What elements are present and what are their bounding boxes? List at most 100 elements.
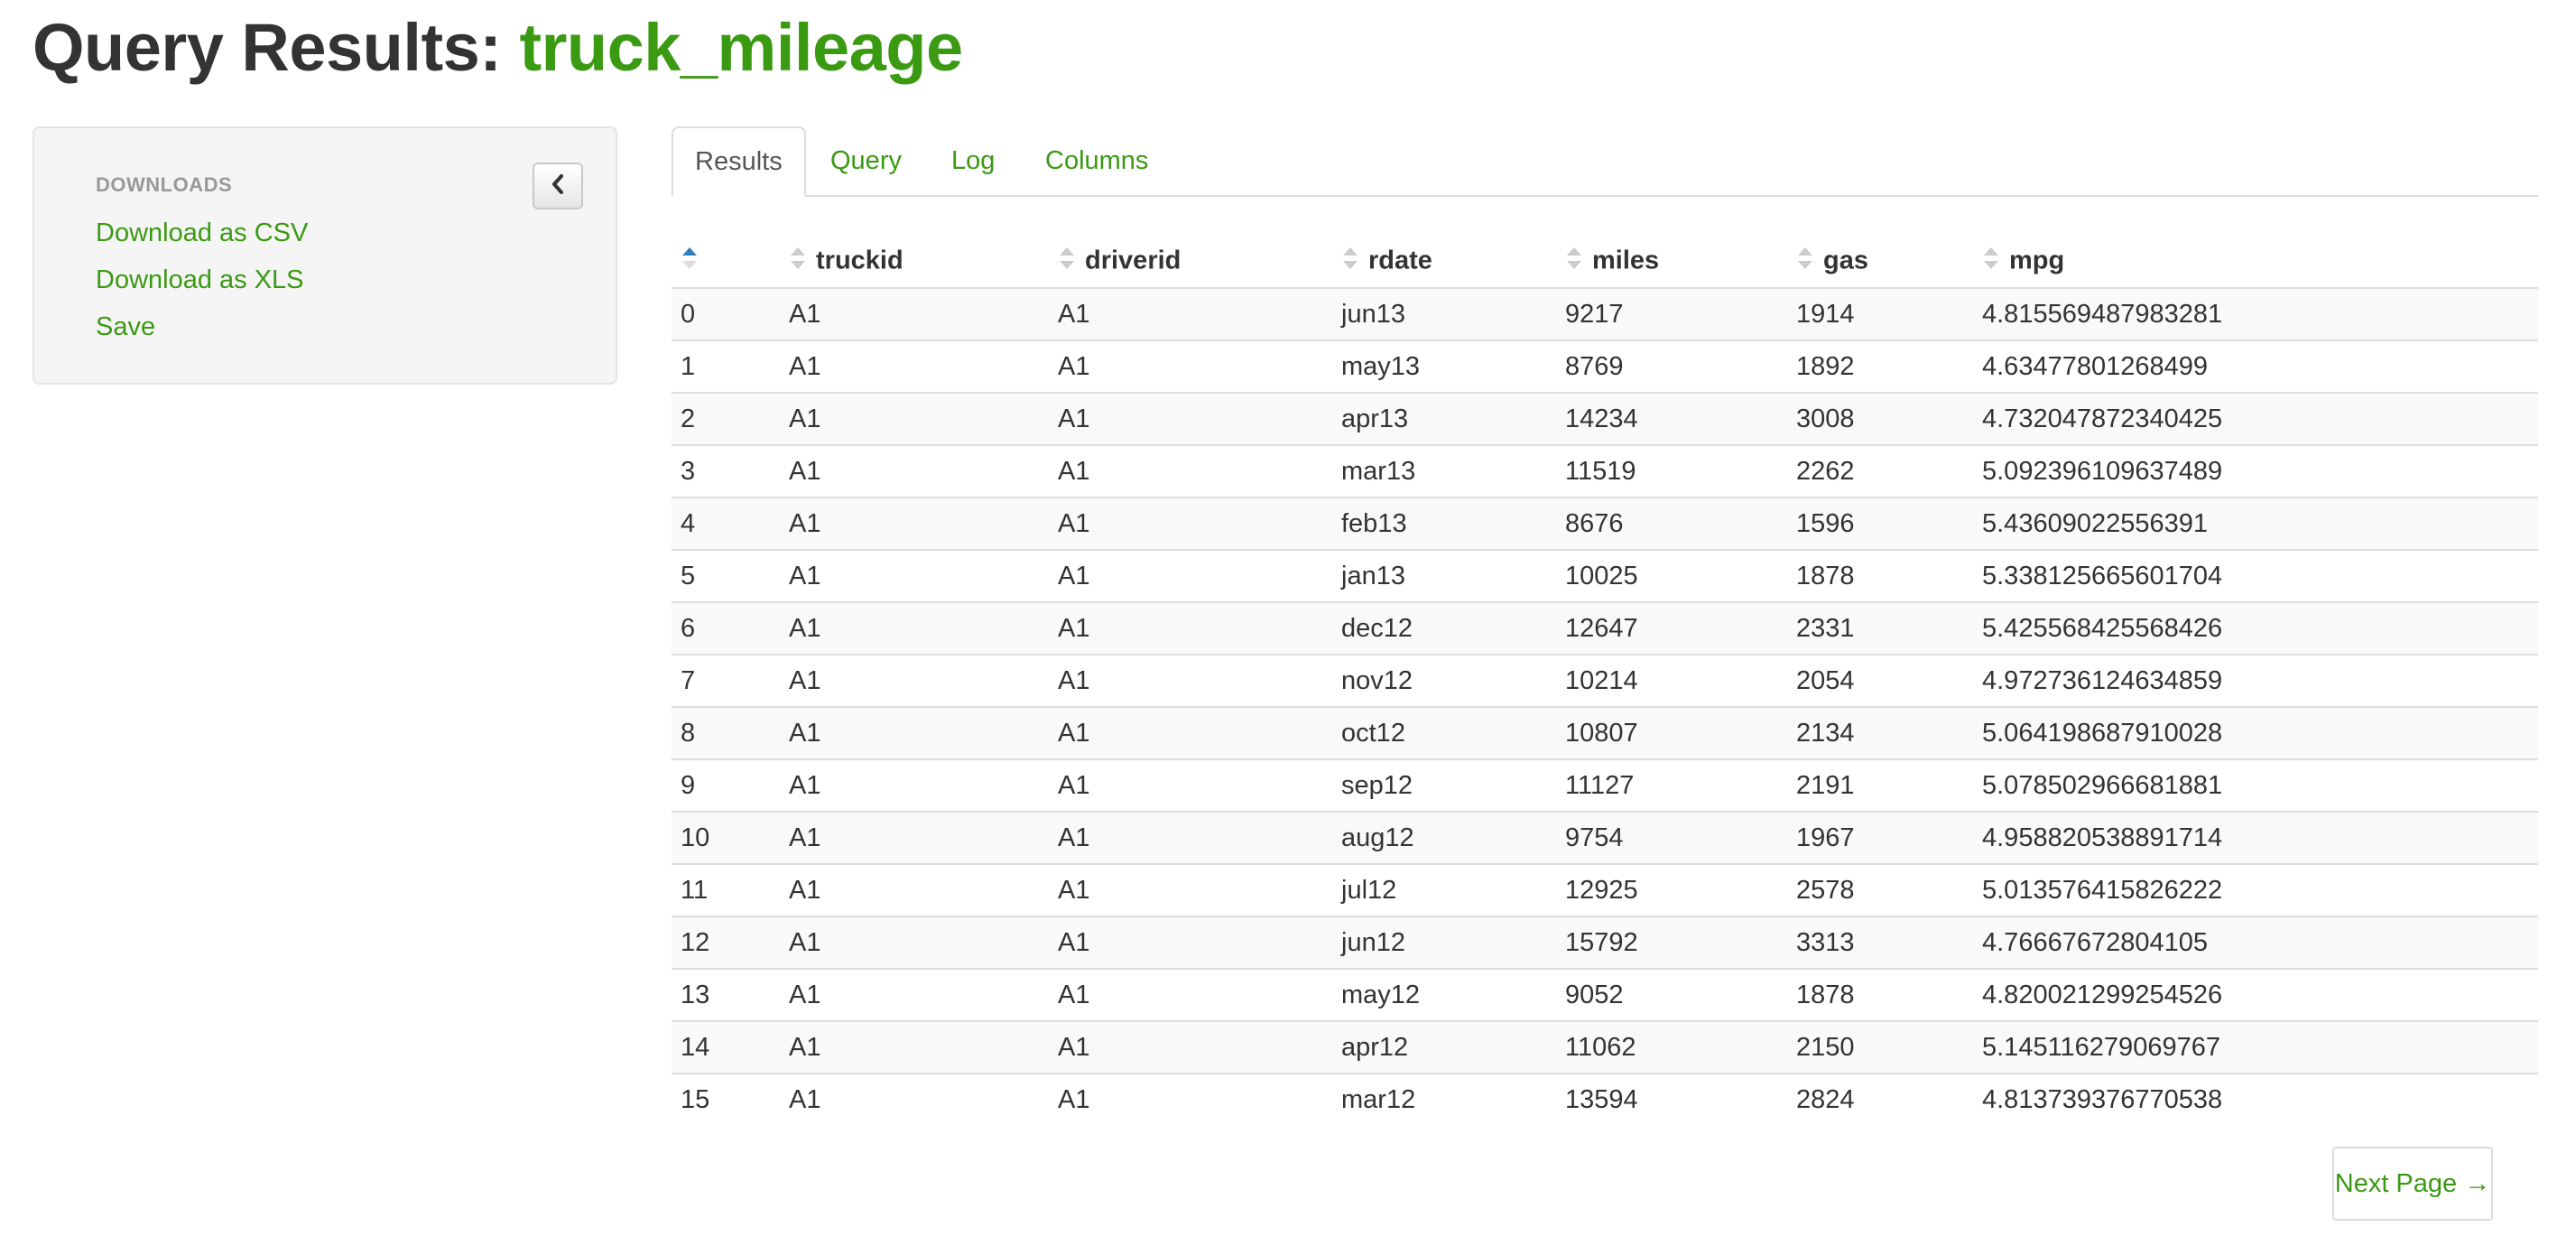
table-row: 15 A1 A1 mar12 13594 2824 4.813739376770538 — [672, 1073, 2538, 1125]
table-cell: aug12 — [1332, 811, 1556, 864]
table-cell: may13 — [1332, 339, 1556, 393]
table-cell: 5.092396109637489 — [1973, 444, 2538, 497]
table-row: 6 A1 A1 dec12 12647 2331 5.425568425568426 — [672, 601, 2538, 655]
table-cell: 12 — [672, 916, 780, 969]
table-cell: 0 — [672, 287, 780, 340]
table-cell: 2134 — [1787, 706, 1973, 759]
table-cell: A1 — [1049, 758, 1332, 812]
table-cell: A1 — [780, 549, 1049, 602]
tab-results[interactable]: Results — [672, 126, 806, 197]
table-row: 7 A1 A1 nov12 10214 2054 4.972736124634859 — [672, 654, 2538, 707]
table-cell: 4.813739376770538 — [1973, 1073, 2538, 1125]
table-cell: 11127 — [1556, 758, 1787, 812]
tab-log[interactable]: Log — [951, 146, 996, 175]
table-row: 8 A1 A1 oct12 10807 2134 5.064198687910028 — [672, 706, 2538, 759]
table-cell: 5.013576415826222 — [1973, 863, 2538, 916]
table-cell: A1 — [1049, 811, 1332, 864]
sort-ascending-icon — [681, 245, 699, 279]
table-cell: 3008 — [1787, 392, 1973, 445]
downloads-header: DOWNLOADS — [96, 173, 233, 196]
download-csv-link[interactable]: Download as CSV — [96, 218, 309, 247]
column-header-truckid[interactable]: truckid — [780, 237, 1049, 289]
table-cell: 14234 — [1556, 392, 1787, 445]
table-cell: 11 — [672, 863, 780, 916]
table-cell: 2 — [672, 392, 780, 445]
table-cell: A1 — [780, 863, 1049, 916]
table-cell: nov12 — [1332, 654, 1556, 707]
table-cell: 2578 — [1787, 863, 1973, 916]
column-header-mpg[interactable]: mpg — [1973, 237, 2538, 289]
download-xls-link[interactable]: Download as XLS — [96, 265, 304, 294]
chevron-left-icon — [550, 173, 566, 200]
table-cell: jun13 — [1332, 287, 1556, 340]
table-cell: A1 — [1049, 706, 1332, 759]
table-row: 5 A1 A1 jan13 10025 1878 5.338125665601704 — [672, 549, 2538, 602]
table-cell: jul12 — [1332, 863, 1556, 916]
collapse-sidebar-button[interactable] — [533, 163, 583, 209]
table-cell: 9052 — [1556, 968, 1787, 1021]
page-title-prefix: Query Results: — [32, 10, 502, 85]
table-cell: A1 — [1049, 654, 1332, 707]
column-header-rdate[interactable]: rdate — [1332, 237, 1556, 289]
table-cell: sep12 — [1332, 758, 1556, 812]
table-cell: mar12 — [1332, 1073, 1556, 1125]
table-cell: 5.145116279069767 — [1973, 1020, 2538, 1074]
table-cell: 4.63477801268499 — [1973, 339, 2538, 393]
table-cell: oct12 — [1332, 706, 1556, 759]
table-cell: 15792 — [1556, 916, 1787, 969]
table-cell: 5.425568425568426 — [1973, 601, 2538, 655]
sort-icon — [1565, 245, 1583, 279]
table-row: 2 A1 A1 apr13 14234 3008 4.732047872340425 — [672, 392, 2538, 445]
table-cell: A1 — [780, 392, 1049, 445]
table-cell: 11062 — [1556, 1020, 1787, 1074]
column-header-miles[interactable]: miles — [1556, 237, 1787, 289]
table-cell: A1 — [1049, 916, 1332, 969]
table-cell: 4.972736124634859 — [1973, 654, 2538, 707]
sort-icon — [1796, 245, 1814, 279]
table-cell: 2150 — [1787, 1020, 1973, 1074]
column-header-index[interactable] — [672, 237, 780, 289]
page-title: Query Results: truck_mileage — [32, 7, 963, 88]
table-row: 9 A1 A1 sep12 11127 2191 5.078502966681881 — [672, 758, 2538, 812]
table-row: 0 A1 A1 jun13 9217 1914 4.815569487983281 — [672, 287, 2538, 340]
table-cell: 8676 — [1556, 497, 1787, 550]
table-cell: mar13 — [1332, 444, 1556, 497]
table-row: 13 A1 A1 may12 9052 1878 4.820021299254526 — [672, 968, 2538, 1021]
table-cell: A1 — [780, 706, 1049, 759]
table-cell: A1 — [780, 1020, 1049, 1074]
table-cell: 10025 — [1556, 549, 1787, 602]
table-cell: 9 — [672, 758, 780, 812]
table-cell: may12 — [1332, 968, 1556, 1021]
next-page-button[interactable]: Next Page → — [2332, 1147, 2493, 1221]
table-cell: 1 — [672, 339, 780, 393]
table-name: truck_mileage — [519, 10, 963, 85]
table-cell: apr13 — [1332, 392, 1556, 445]
table-cell: A1 — [1049, 339, 1332, 393]
table-cell: A1 — [780, 287, 1049, 340]
table-cell: 10 — [672, 811, 780, 864]
sort-icon — [1982, 245, 2000, 279]
table-cell: 5.43609022556391 — [1973, 497, 2538, 550]
table-cell: A1 — [1049, 497, 1332, 550]
table-cell: 2331 — [1787, 601, 1973, 655]
table-cell: 15 — [672, 1073, 780, 1125]
table-cell: 4.732047872340425 — [1973, 392, 2538, 445]
table-cell: 2824 — [1787, 1073, 1973, 1125]
table-cell: 6 — [672, 601, 780, 655]
table-cell: 9754 — [1556, 811, 1787, 864]
save-link[interactable]: Save — [96, 312, 156, 341]
table-cell: 4.958820538891714 — [1973, 811, 2538, 864]
table-cell: A1 — [1049, 601, 1332, 655]
table-cell: 8 — [672, 706, 780, 759]
table-cell: A1 — [780, 916, 1049, 969]
table-cell: A1 — [780, 339, 1049, 393]
table-cell: apr12 — [1332, 1020, 1556, 1074]
table-row: 11 A1 A1 jul12 12925 2578 5.013576415826222 — [672, 863, 2538, 916]
column-header-driverid[interactable]: driverid — [1049, 237, 1332, 289]
column-header-gas[interactable]: gas — [1787, 237, 1973, 289]
tab-columns[interactable]: Columns — [1045, 146, 1149, 175]
table-cell: jun12 — [1332, 916, 1556, 969]
sort-icon — [1341, 245, 1359, 279]
table-cell: 1878 — [1787, 549, 1973, 602]
tab-query[interactable]: Query — [830, 146, 902, 175]
